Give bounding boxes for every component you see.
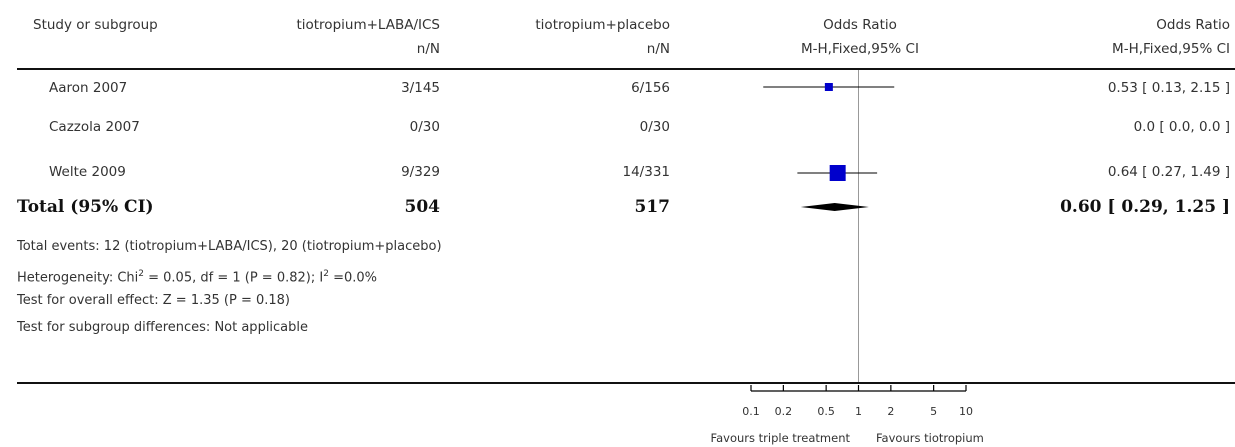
effect-square: [824, 83, 833, 91]
total-group2: 517: [634, 197, 671, 217]
footnote-overall-effect: Test for overall effect: Z = 1.35 (P = 0…: [17, 293, 290, 308]
header-study: Study or subgroup: [33, 17, 158, 33]
x-tick-label: 2: [887, 405, 895, 418]
x-tick-label: 1: [855, 405, 862, 418]
het-part-b: = 0.05, df = 1 (P = 0.82); I: [144, 270, 324, 286]
study-name: Aaron 2007: [49, 80, 128, 96]
x-tick-label: 10: [959, 405, 973, 418]
footnote-subgroup: Test for subgroup differences: Not appli…: [17, 320, 309, 335]
bottom-rule: [17, 382, 1235, 384]
study-group2-count: 0/30: [639, 119, 670, 135]
study-ci-text: 0.53 [ 0.13, 2.15 ]: [1107, 80, 1230, 96]
effect-square: [829, 165, 846, 181]
pooled-diamond: [800, 203, 869, 211]
x-tick-label: 0.2: [774, 405, 793, 418]
het-sup-2: 2: [323, 269, 329, 279]
study-group1-count: 3/145: [401, 80, 440, 96]
x-tick-label: 0.5: [817, 405, 835, 418]
header-rule: [17, 68, 1235, 70]
study-group2-count: 14/331: [622, 164, 671, 180]
footnote-events: Total events: 12 (tiotropium+LABA/ICS), …: [17, 239, 442, 254]
study-ci-text: 0.64 [ 0.27, 1.49 ]: [1107, 164, 1230, 180]
header-group2: tiotropium+placebo: [535, 17, 670, 33]
study-group2-count: 6/156: [631, 80, 670, 96]
total-label: Total (95% CI): [17, 197, 154, 217]
study-name: Welte 2009: [49, 164, 126, 180]
header-plot-sub: M-H,Fixed,95% CI: [801, 41, 919, 57]
footnote-heterogeneity: Heterogeneity: Chi2 = 0.05, df = 1 (P = …: [17, 266, 377, 286]
total-group1: 504: [404, 197, 441, 217]
header-estimate-sub: M-H,Fixed,95% CI: [1112, 41, 1230, 57]
header-group2-sub: n/N: [646, 41, 670, 57]
x-tick-label: 0.1: [742, 405, 760, 418]
header-group1: tiotropium+LABA/ICS: [296, 17, 440, 33]
total-ci-text: 0.60 [ 0.29, 1.25 ]: [1060, 197, 1230, 217]
study-group1-count: 9/329: [401, 164, 440, 180]
favours-left-label: Favours triple treatment: [710, 431, 850, 445]
x-tick-label: 5: [930, 405, 938, 418]
study-ci-text: 0.0 [ 0.0, 0.0 ]: [1133, 119, 1230, 135]
study-name: Cazzola 2007: [49, 119, 140, 135]
favours-right-label: Favours tiotropium: [876, 431, 984, 445]
het-sup-1: 2: [138, 269, 144, 279]
het-part-c: =0.0%: [328, 270, 377, 286]
study-group1-count: 0/30: [409, 119, 440, 135]
het-part-a: Heterogeneity: Chi: [17, 270, 139, 286]
header-estimate-title: Odds Ratio: [1156, 17, 1230, 33]
header-group1-sub: n/N: [416, 41, 440, 57]
header-plot-title: Odds Ratio: [823, 17, 897, 33]
